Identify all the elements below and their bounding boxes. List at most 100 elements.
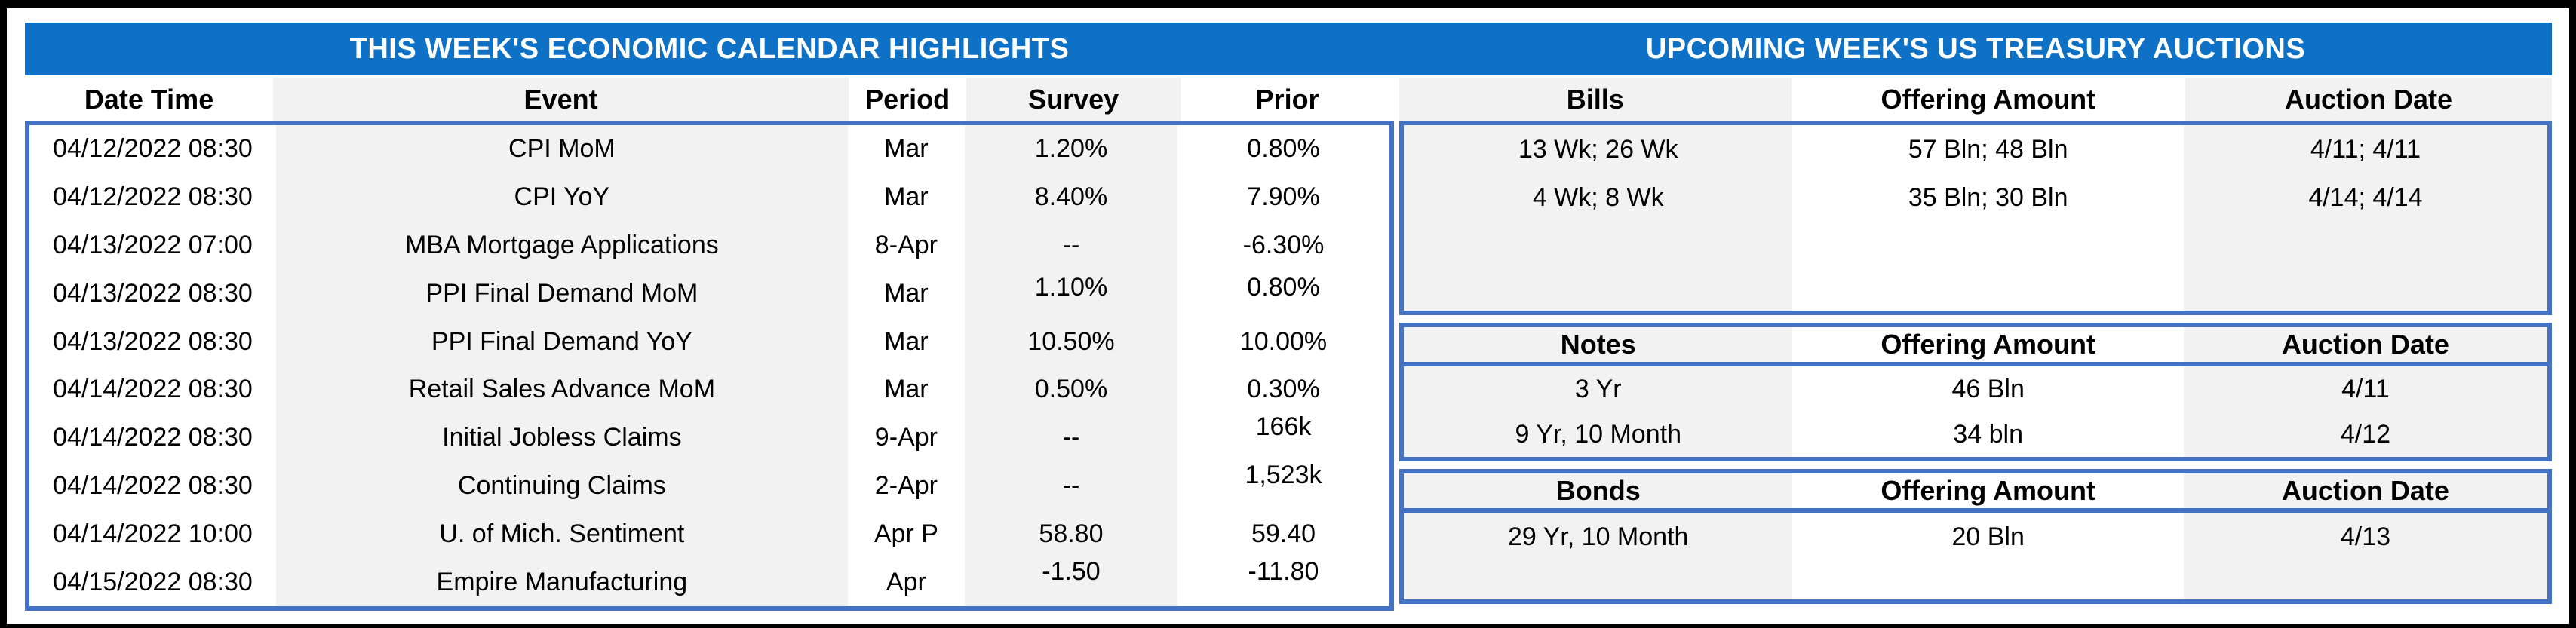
- period-cell: Mar: [884, 326, 929, 356]
- event-cell: CPI MoM: [275, 125, 848, 173]
- empty-cell: [2183, 222, 2547, 311]
- calendar-header-row: Date Time Event Period Survey Prior: [25, 78, 1394, 121]
- prior-value: -11.80: [1248, 556, 1319, 586]
- offering-amount-cell: 57 Bln; 48 Bln: [1908, 134, 2068, 164]
- period-cell: Mar: [884, 134, 929, 164]
- period-cell: 2-Apr: [874, 470, 938, 500]
- empty-cell: [2183, 561, 2547, 599]
- date-time-cell: 04/14/2022 08:30: [53, 423, 253, 452]
- offering-amount-cell: 20 Bln: [1951, 522, 2025, 551]
- empty-filler-row: [1404, 561, 2547, 599]
- date-time-cell: 04/13/2022 08:30: [53, 278, 253, 308]
- period-cell: Mar: [884, 375, 929, 404]
- date-time-cell: 04/14/2022 08:30: [53, 470, 253, 500]
- table-row: 04/14/2022 08:30 Initial Jobless Claims …: [29, 412, 1389, 462]
- prior-cell: 10.00%: [1239, 326, 1328, 356]
- survey-value: 1.10%: [1034, 272, 1108, 302]
- event-cell: Retail Sales Advance MoM: [275, 365, 848, 414]
- column-header-auction-date: Auction Date: [2183, 327, 2547, 362]
- survey-cell: -1.50: [964, 556, 1178, 606]
- period-cell: 8-Apr: [874, 230, 938, 259]
- survey-cell: --: [964, 461, 1178, 510]
- event-cell: Continuing Claims: [275, 461, 848, 510]
- table-row: 04/12/2022 08:30 CPI MoM Mar 1.20% 0.80%: [29, 125, 1389, 173]
- column-header-offering-amount: Offering Amount: [1881, 83, 2096, 115]
- table-row: 4 Wk; 8 Wk 35 Bln; 30 Bln 4/14; 4/14: [1404, 173, 2547, 222]
- offering-amount-cell: 46 Bln: [1951, 374, 2025, 403]
- column-header-auction-date: Auction Date: [2183, 473, 2547, 508]
- survey-cell: 1.10%: [964, 269, 1178, 318]
- table-row: 04/13/2022 08:30 PPI Final Demand YoY Ma…: [29, 317, 1389, 366]
- date-time-cell: 04/14/2022 08:30: [53, 375, 253, 404]
- table-row: 04/14/2022 10:00 U. of Mich. Sentiment A…: [29, 510, 1389, 559]
- survey-cell: 8.40%: [964, 173, 1178, 222]
- column-header-auction-date: Auction Date: [2185, 78, 2552, 121]
- table-row: 04/12/2022 08:30 CPI YoY Mar 8.40% 7.90%: [29, 173, 1389, 222]
- column-header-period: Period: [865, 83, 950, 115]
- auction-date-cell: 4/14; 4/14: [2183, 173, 2547, 222]
- period-cell: Mar: [884, 182, 929, 212]
- economic-calendar-title: THIS WEEK'S ECONOMIC CALENDAR HIGHLIGHTS: [349, 32, 1070, 65]
- prior-value: 166k: [1255, 412, 1312, 442]
- table-row: 9 Yr, 10 Month 34 bln 4/12: [1404, 412, 2547, 457]
- column-header-bills: Bills: [1399, 78, 1792, 121]
- bonds-header-row: Bonds Offering Amount Auction Date: [1404, 473, 2547, 513]
- prior-cell: 166k: [1177, 412, 1389, 462]
- security-cell: 4 Wk; 8 Wk: [1404, 173, 1793, 222]
- date-time-cell: 04/13/2022 07:00: [53, 230, 253, 259]
- period-cell: Apr P: [874, 519, 938, 548]
- security-cell: 29 Yr, 10 Month: [1404, 513, 1793, 561]
- auction-date-cell: 4/11; 4/11: [2183, 125, 2547, 173]
- table-row: 04/13/2022 07:00 MBA Mortgage Applicatio…: [29, 221, 1389, 270]
- period-cell: Apr: [886, 567, 926, 596]
- event-cell: PPI Final Demand MoM: [275, 269, 848, 318]
- prior-value: 0.80%: [1247, 272, 1320, 302]
- column-header-date-time: Date Time: [84, 83, 214, 115]
- empty-cell: [1404, 561, 1793, 599]
- survey-cell: 58.80: [964, 510, 1178, 559]
- date-time-cell: 04/12/2022 08:30: [53, 134, 253, 164]
- empty-cell: [1404, 222, 1793, 311]
- column-header-notes: Notes: [1404, 327, 1793, 362]
- offering-amount-cell: 34 bln: [1953, 419, 2023, 449]
- column-header-offering-amount: Offering Amount: [1881, 475, 2095, 506]
- empty-cell: [1792, 561, 2183, 599]
- event-cell: Initial Jobless Claims: [275, 413, 848, 462]
- date-time-cell: 04/12/2022 08:30: [53, 182, 253, 212]
- prior-cell: 59.40: [1251, 519, 1316, 548]
- event-cell: PPI Final Demand YoY: [275, 317, 848, 366]
- date-time-cell: 04/15/2022 08:30: [53, 567, 253, 596]
- bills-header-row: Bills Offering Amount Auction Date: [1399, 78, 2552, 121]
- prior-cell: -11.80: [1177, 556, 1389, 606]
- offering-amount-cell: 35 Bln; 30 Bln: [1908, 182, 2068, 212]
- survey-cell: --: [964, 413, 1178, 462]
- column-header-prior: Prior: [1255, 83, 1319, 115]
- event-cell: MBA Mortgage Applications: [275, 221, 848, 270]
- table-row: 04/13/2022 08:30 PPI Final Demand MoM Ma…: [29, 269, 1389, 318]
- prior-value: 1,523k: [1245, 460, 1322, 489]
- table-row: 04/14/2022 08:30 Retail Sales Advance Mo…: [29, 365, 1389, 414]
- treasury-auctions-title: UPCOMING WEEK'S US TREASURY AUCTIONS: [1645, 32, 2306, 65]
- survey-cell: --: [964, 221, 1178, 270]
- column-header-event: Event: [273, 78, 849, 121]
- prior-cell: 7.90%: [1247, 182, 1320, 212]
- event-cell: Empire Manufacturing: [275, 558, 848, 606]
- auction-date-cell: 4/13: [2183, 513, 2547, 561]
- column-header-bonds: Bonds: [1404, 473, 1793, 508]
- bills-section: 13 Wk; 26 Wk 57 Bln; 48 Bln 4/11; 4/11 4…: [1399, 121, 2552, 315]
- security-cell: 3 Yr: [1404, 366, 1793, 412]
- event-cell: CPI YoY: [275, 173, 848, 222]
- auction-date-cell: 4/11: [2183, 366, 2547, 412]
- event-cell: U. of Mich. Sentiment: [275, 510, 848, 559]
- prior-cell: 1,523k: [1177, 460, 1389, 510]
- table-row: 04/15/2022 08:30 Empire Manufacturing Ap…: [29, 556, 1389, 606]
- survey-value: -1.50: [1042, 556, 1101, 586]
- empty-filler-row: [1404, 222, 2547, 311]
- prior-cell: 0.80%: [1247, 134, 1320, 164]
- table-row: 29 Yr, 10 Month 20 Bln 4/13: [1404, 513, 2547, 561]
- notes-header-row: Notes Offering Amount Auction Date: [1404, 327, 2547, 366]
- column-header-offering-amount: Offering Amount: [1881, 329, 2095, 360]
- prior-cell: -6.30%: [1242, 230, 1325, 259]
- period-cell: Mar: [884, 278, 929, 308]
- date-time-cell: 04/13/2022 08:30: [53, 326, 253, 356]
